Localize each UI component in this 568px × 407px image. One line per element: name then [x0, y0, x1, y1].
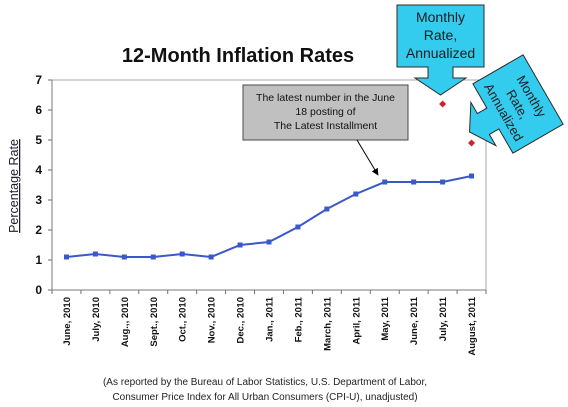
y-tick-label: 4: [35, 163, 42, 177]
x-tick-label: August, 2011: [467, 296, 478, 355]
annual-rate-point: [411, 179, 417, 185]
x-tick-label: June, 2011: [409, 296, 420, 345]
callout-text-line: Annualized: [406, 45, 475, 61]
callout-box: [242, 84, 409, 141]
source-note: (As reported by the Bureau of Labor Stat…: [103, 377, 427, 403]
x-tick-label: April, 2011: [351, 296, 362, 344]
annual-rate-point: [469, 173, 475, 179]
x-tick-label: June, 2010: [62, 297, 73, 346]
source-note-line: Consumer Price Index for All Urban Consu…: [112, 392, 417, 403]
monthly-rate-point: [439, 100, 447, 108]
x-tick-label: July, 2011: [438, 296, 449, 341]
annual-rate-point: [63, 254, 69, 260]
annual-rate-point: [382, 179, 388, 185]
annual-rate-point: [92, 251, 98, 257]
source-note-line: (As reported by the Bureau of Labor Stat…: [103, 377, 427, 388]
y-tick-label: 3: [35, 193, 42, 207]
monthly-rate-callout-july: Monthly Rate, Annualized: [396, 4, 485, 96]
annual-rate-point: [440, 179, 446, 185]
x-tick-label: Oct., 2010: [178, 297, 189, 342]
callout-arrow-shape: [468, 54, 564, 154]
annual-rate-point: [208, 254, 214, 260]
y-tick-label: 7: [35, 73, 42, 87]
callout-text-line: Rate,: [424, 27, 457, 43]
monthly-rate-point: [468, 139, 476, 147]
annual-rate-point: [237, 242, 243, 248]
latest-number-callout: The latest number in the June 18 posting…: [242, 84, 409, 176]
annual-rate-point: [179, 251, 185, 257]
annual-rate-point: [324, 206, 330, 212]
callout-arrow: [356, 139, 379, 176]
y-tick-label: 2: [35, 223, 42, 237]
annual-rate-point: [353, 191, 359, 197]
y-tick-label: 0: [35, 283, 42, 297]
series-layer: [63, 100, 476, 260]
x-tick-label: March, 2011: [322, 296, 333, 351]
annual-rate-point: [150, 254, 156, 260]
y-tick-label: 5: [35, 133, 42, 147]
x-tick-label: May, 2011: [380, 296, 391, 340]
x-tick-label: Feb., 2011: [293, 296, 304, 342]
monthly-rate-callout-august: Monthly Rate, Annualized: [468, 54, 564, 154]
y-axis-label: Percentage Rate: [7, 139, 21, 233]
x-tick-label: Dec., 2010: [236, 297, 247, 343]
y-axis-ticks: 0 1 2 3 4 5 6 7: [35, 73, 52, 297]
x-tick-label: Jan., 2011: [265, 296, 276, 342]
callout-text-line: The Latest Installment: [274, 120, 377, 132]
x-tick-label: July, 2010: [91, 297, 102, 342]
callout-arrow-shape: [396, 4, 485, 96]
callout-text-line: 18 posting of: [295, 106, 355, 118]
callout-text-line: The latest number in the June: [256, 92, 395, 104]
y-tick-label: 1: [35, 253, 42, 267]
x-tick-label: Nov., 2010: [207, 297, 218, 343]
callout-text-line: Monthly: [416, 9, 465, 25]
annual-rate-point: [266, 239, 272, 245]
annual-rate-point: [121, 254, 127, 260]
x-tick-label: Aug.,, 2010: [120, 297, 131, 347]
x-axis-ticks: June, 2010 July, 2010 Aug.,, 2010 Sept., 20…: [51, 290, 487, 356]
annual-rate-point: [295, 224, 301, 230]
y-tick-label: 6: [35, 103, 42, 117]
x-tick-label: Sept., 2010: [149, 297, 160, 347]
chart-title: 12-Month Inflation Rates: [122, 45, 354, 67]
